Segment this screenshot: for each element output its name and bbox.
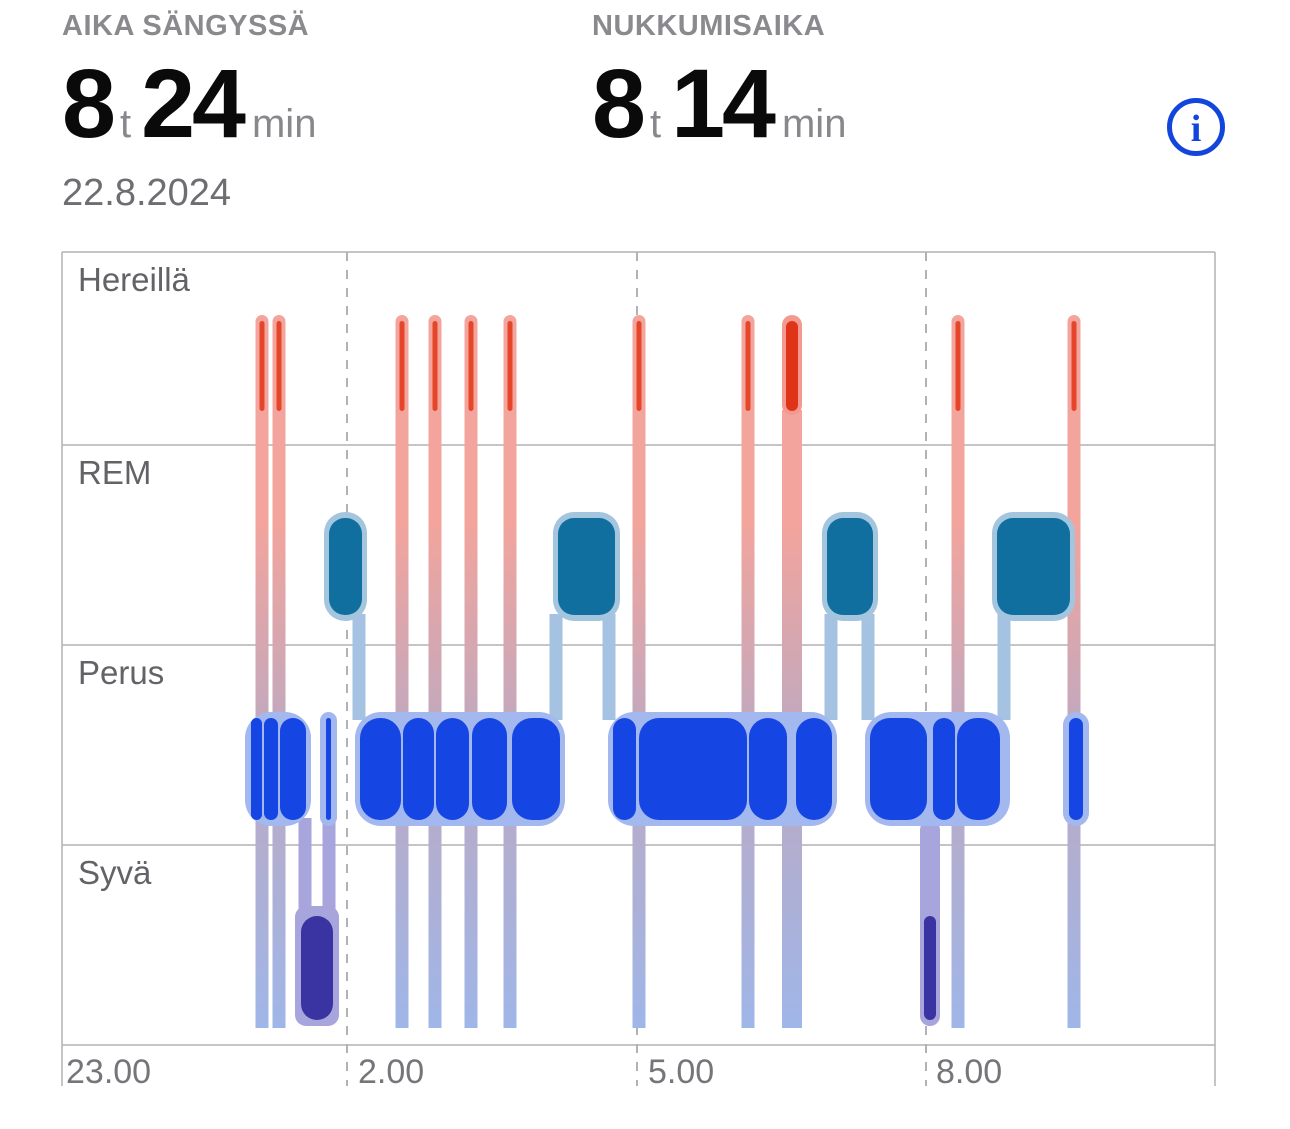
band-label: REM bbox=[78, 454, 151, 491]
deep-sleep-segment bbox=[301, 916, 333, 1020]
awake-segment-core bbox=[259, 321, 265, 411]
awake-segment-core bbox=[468, 321, 474, 411]
core-sleep-segment bbox=[436, 718, 469, 820]
awake-segment-core bbox=[507, 321, 513, 411]
awake-segment-core bbox=[276, 321, 282, 411]
time-in-bed-hours-unit: t bbox=[119, 102, 132, 146]
time-in-bed-metric: AIKA SÄNGYSSÄ 8 t 24 min 22.8.2024 bbox=[62, 10, 316, 214]
rem-connector-tube bbox=[824, 614, 838, 720]
x-axis-tick-label: 23.00 bbox=[66, 1053, 151, 1091]
awake-segment-core bbox=[786, 321, 798, 411]
sleep-time-minutes-unit: min bbox=[781, 102, 847, 146]
sleep-time-value: 8 t 14 min bbox=[592, 55, 846, 152]
band-label: Perus bbox=[78, 654, 164, 691]
awake-segment-core bbox=[636, 321, 642, 411]
x-axis-tick-label: 2.00 bbox=[358, 1053, 424, 1091]
core-sleep-segment bbox=[870, 718, 927, 820]
sleep-time-hours-unit: t bbox=[649, 102, 662, 146]
core-sleep-segment bbox=[613, 718, 636, 820]
deep-connector-tube bbox=[298, 818, 312, 914]
core-sleep-segment bbox=[280, 718, 306, 820]
time-in-bed-hours: 8 bbox=[62, 49, 116, 158]
core-sleep-segment bbox=[251, 718, 262, 820]
rem-connector-tube bbox=[352, 614, 366, 720]
core-sleep-segment bbox=[360, 718, 401, 820]
core-sleep-segment bbox=[472, 718, 507, 820]
deep-connector-tube bbox=[322, 818, 336, 914]
rem-sleep-segment bbox=[997, 518, 1070, 615]
sleep-time-metric: NUKKUMISAIKA 8 t 14 min bbox=[592, 10, 846, 153]
svg-text:i: i bbox=[1191, 108, 1202, 150]
awake-segment-core bbox=[745, 321, 751, 411]
x-axis-tick-label: 8.00 bbox=[936, 1053, 1002, 1091]
time-in-bed-minutes-unit: min bbox=[251, 102, 317, 146]
band-label: Syvä bbox=[78, 854, 152, 891]
time-in-bed-minutes: 24 bbox=[141, 49, 246, 158]
selected-date: 22.8.2024 bbox=[62, 172, 232, 214]
rem-connector-tube bbox=[602, 614, 616, 720]
deep-sleep-segment bbox=[924, 916, 936, 1020]
core-sleep-segment bbox=[796, 718, 832, 820]
core-sleep-segment bbox=[512, 718, 560, 820]
core-sleep-segment bbox=[403, 718, 434, 820]
awake-segment-core bbox=[432, 321, 438, 411]
awake-segment-core bbox=[1071, 321, 1077, 411]
band-label: Hereillä bbox=[78, 261, 191, 298]
rem-connector-tube bbox=[549, 614, 563, 720]
core-sleep-segment bbox=[957, 718, 1000, 820]
info-button[interactable]: i bbox=[1164, 95, 1228, 159]
core-sleep-segment bbox=[749, 718, 787, 820]
awake-segment-core bbox=[399, 321, 405, 411]
sleep-time-hours: 8 bbox=[592, 49, 646, 158]
awake-segment-core bbox=[955, 321, 961, 411]
time-in-bed-value: 8 t 24 min bbox=[62, 55, 316, 152]
core-sleep-segment bbox=[264, 718, 278, 820]
core-sleep-segment bbox=[933, 718, 955, 820]
rem-sleep-segment bbox=[827, 518, 873, 615]
sleep-time-minutes: 14 bbox=[671, 49, 776, 158]
sleep-stage-chart[interactable]: Hereillä REM Perus Syvä 23.00 2.00 5.00 8.00 bbox=[0, 230, 1290, 1129]
info-circle-icon: i bbox=[1167, 98, 1225, 156]
rem-sleep-segment bbox=[558, 518, 615, 615]
x-axis-tick-label: 5.00 bbox=[648, 1053, 714, 1091]
rem-connector-tube bbox=[997, 614, 1011, 720]
core-sleep-segment bbox=[326, 718, 331, 820]
rem-connector-tube bbox=[861, 614, 875, 720]
core-sleep-segment bbox=[639, 718, 747, 820]
core-sleep-segment bbox=[1069, 718, 1083, 820]
time-in-bed-label: AIKA SÄNGYSSÄ bbox=[62, 10, 310, 42]
rem-sleep-segment bbox=[329, 518, 362, 615]
sleep-time-label: NUKKUMISAIKA bbox=[592, 10, 826, 42]
